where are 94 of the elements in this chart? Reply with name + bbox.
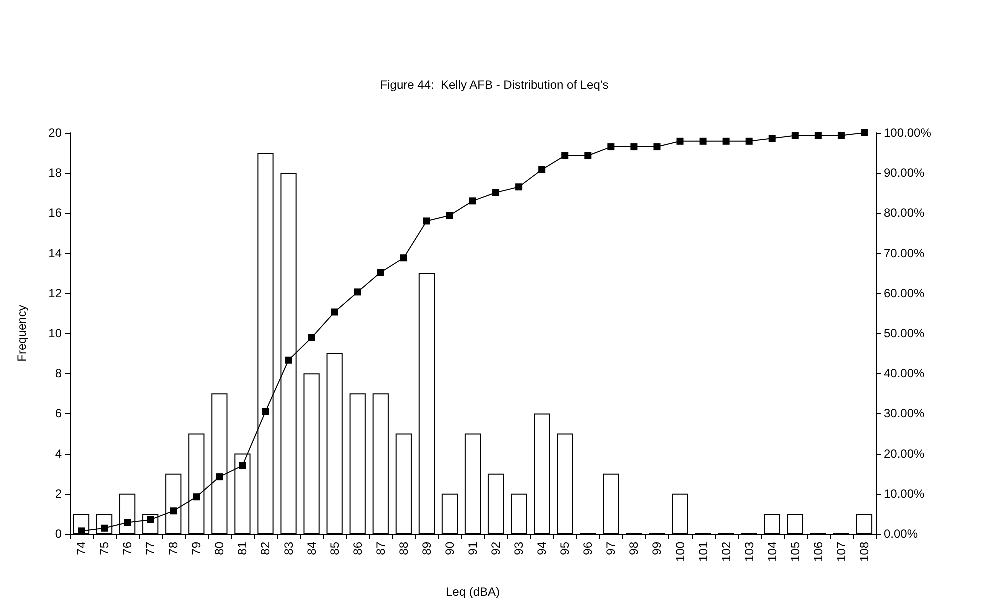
x-tick-label: 102 bbox=[719, 542, 734, 562]
x-tick-label: 94 bbox=[535, 542, 550, 556]
x-tick-label: 97 bbox=[604, 542, 618, 556]
x-tick-label: 83 bbox=[282, 542, 296, 556]
y2-tick-label: 40.00% bbox=[884, 366, 926, 381]
y2-tick-label: 70.00% bbox=[884, 246, 926, 260]
point bbox=[216, 474, 224, 481]
point bbox=[768, 135, 776, 142]
y-axis-title: Frequency bbox=[15, 305, 29, 362]
x-tick-label: 107 bbox=[834, 542, 848, 562]
point bbox=[446, 212, 454, 220]
y2-tick-label: 30.00% bbox=[884, 406, 926, 421]
x-tick-label: 91 bbox=[466, 542, 480, 556]
y-tick-label: 14 bbox=[48, 246, 62, 260]
y-tick-label: 6 bbox=[55, 406, 62, 421]
x-tick-label: 82 bbox=[258, 542, 273, 556]
y2-tick-label: 60.00% bbox=[884, 286, 926, 300]
x-tick-label: 90 bbox=[442, 542, 457, 556]
point bbox=[814, 132, 822, 140]
x-tick-label: 74 bbox=[74, 542, 89, 556]
point bbox=[423, 218, 430, 225]
x-tick-label: 103 bbox=[742, 542, 756, 562]
x-tick-label: 92 bbox=[489, 542, 504, 556]
y-tick-label: 2 bbox=[55, 486, 62, 501]
point bbox=[746, 138, 753, 145]
x-axis-title: Leq (dBA) bbox=[446, 585, 500, 599]
x-tick-label: 76 bbox=[120, 542, 135, 556]
point bbox=[584, 152, 592, 160]
x-tick-label: 99 bbox=[650, 542, 664, 556]
y2-tick-label: 50.00% bbox=[884, 326, 926, 340]
x-tick-label: 88 bbox=[396, 542, 411, 556]
y2-tick-label: 0.00% bbox=[884, 527, 918, 541]
y-tick-label: 20 bbox=[48, 126, 62, 140]
y-tick-label: 18 bbox=[48, 166, 62, 180]
x-tick-label: 101 bbox=[696, 542, 710, 562]
point bbox=[722, 138, 730, 145]
point bbox=[124, 519, 132, 526]
point bbox=[630, 144, 638, 151]
x-tick-label: 75 bbox=[98, 542, 112, 556]
x-tick-label: 98 bbox=[627, 542, 642, 556]
point bbox=[193, 494, 200, 501]
point bbox=[285, 356, 292, 364]
y2-tick-label: 100.00% bbox=[884, 126, 932, 140]
y-tick-label: 8 bbox=[55, 366, 62, 381]
y2-tick-label: 80.00% bbox=[884, 206, 926, 220]
point bbox=[562, 152, 569, 160]
point bbox=[676, 138, 684, 145]
point bbox=[262, 408, 270, 416]
point bbox=[354, 288, 362, 296]
point bbox=[377, 269, 384, 276]
x-tick-label: 93 bbox=[512, 542, 526, 556]
x-tick-label: 77 bbox=[144, 542, 158, 556]
point bbox=[654, 144, 661, 151]
y-tick-label: 10 bbox=[48, 326, 62, 340]
x-tick-label: 80 bbox=[212, 542, 227, 556]
y-tick-label: 16 bbox=[48, 206, 62, 220]
point bbox=[700, 138, 707, 145]
x-tick-label: 100 bbox=[673, 542, 688, 562]
point bbox=[101, 524, 108, 532]
x-tick-label: 79 bbox=[190, 542, 204, 556]
point bbox=[860, 130, 868, 136]
y-tick-label: 4 bbox=[55, 446, 62, 461]
x-tick-label: 81 bbox=[236, 542, 250, 556]
x-tick-label: 95 bbox=[558, 542, 572, 556]
y2-tick-label: 20.00% bbox=[884, 446, 926, 461]
x-tick-label: 84 bbox=[304, 542, 319, 556]
x-tick-label: 108 bbox=[857, 542, 872, 562]
x-tick-label: 87 bbox=[374, 542, 388, 556]
point bbox=[308, 334, 316, 342]
x-tick-label: 85 bbox=[328, 542, 342, 556]
x-tick-label: 105 bbox=[788, 542, 802, 562]
x-tick-label: 106 bbox=[811, 542, 826, 562]
x-tick-label: 86 bbox=[350, 542, 365, 556]
x-tick-label: 104 bbox=[765, 542, 780, 562]
point bbox=[538, 166, 546, 174]
y-tick-label: 0 bbox=[55, 527, 62, 541]
point bbox=[170, 508, 178, 515]
y2-tick-label: 10.00% bbox=[884, 486, 926, 501]
x-tick-label: 89 bbox=[420, 542, 434, 556]
y2-tick-label: 90.00% bbox=[884, 166, 926, 180]
point bbox=[792, 132, 799, 140]
point bbox=[492, 189, 500, 196]
chart-title: Figure 44: Kelly AFB - Distribution of Leq's bbox=[380, 78, 609, 92]
point bbox=[239, 462, 246, 470]
point bbox=[147, 516, 154, 524]
point bbox=[838, 132, 845, 140]
x-tick-label: 78 bbox=[166, 542, 181, 556]
point bbox=[608, 144, 615, 151]
x-tick-label: 96 bbox=[581, 542, 596, 556]
point bbox=[470, 198, 476, 205]
point bbox=[400, 254, 408, 262]
y-tick-label: 12 bbox=[48, 286, 62, 300]
point bbox=[331, 308, 338, 316]
point bbox=[516, 184, 523, 191]
